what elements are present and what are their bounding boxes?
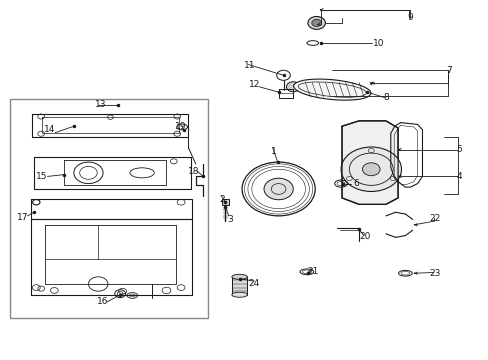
Bar xyxy=(10,99,207,318)
Circle shape xyxy=(362,163,379,176)
Text: 8: 8 xyxy=(382,93,388,102)
Circle shape xyxy=(307,17,325,30)
Text: 15: 15 xyxy=(36,172,48,181)
Text: 6: 6 xyxy=(353,179,359,188)
Text: 3: 3 xyxy=(226,215,232,224)
Text: 2: 2 xyxy=(219,195,225,204)
Text: 14: 14 xyxy=(44,125,55,134)
Text: 23: 23 xyxy=(428,269,440,278)
Circle shape xyxy=(311,19,321,27)
Text: 18: 18 xyxy=(187,167,199,176)
Text: 21: 21 xyxy=(306,267,318,276)
Text: 1: 1 xyxy=(270,147,276,156)
Polygon shape xyxy=(341,121,397,204)
Text: 4: 4 xyxy=(455,172,461,181)
Text: 10: 10 xyxy=(372,39,384,48)
Text: 5: 5 xyxy=(455,145,461,154)
Text: 13: 13 xyxy=(95,100,106,109)
Ellipse shape xyxy=(231,274,247,279)
Circle shape xyxy=(286,82,300,92)
Bar xyxy=(231,277,247,295)
Text: 17: 17 xyxy=(17,213,28,222)
Text: 7: 7 xyxy=(446,66,451,75)
Text: 16: 16 xyxy=(97,297,109,306)
Circle shape xyxy=(340,147,401,192)
Ellipse shape xyxy=(231,292,247,297)
Text: 9: 9 xyxy=(407,13,412,22)
Text: 12: 12 xyxy=(248,81,260,90)
Bar xyxy=(221,199,229,206)
Text: 11: 11 xyxy=(243,61,255,70)
Ellipse shape xyxy=(293,79,370,100)
Text: 24: 24 xyxy=(248,279,259,288)
Circle shape xyxy=(264,178,293,200)
Text: 22: 22 xyxy=(428,214,439,223)
Text: 20: 20 xyxy=(359,232,370,241)
Text: 19: 19 xyxy=(175,122,186,131)
